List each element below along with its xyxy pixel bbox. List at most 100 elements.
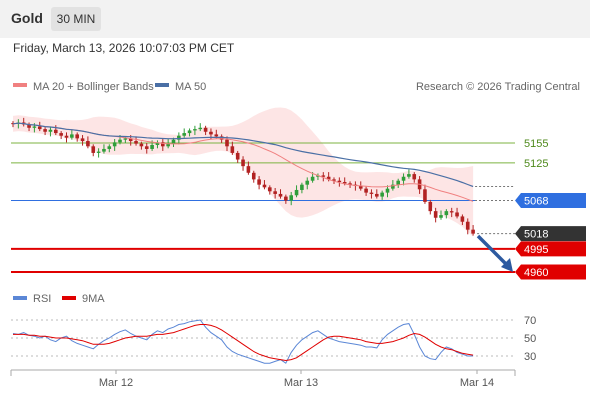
ma50-legend-label: MA 50 [175, 81, 206, 93]
ma9-legend-swatch [62, 296, 76, 300]
candle [75, 134, 79, 139]
candle [369, 192, 374, 194]
candle [294, 189, 299, 196]
candle [118, 139, 122, 143]
level-tag-4995 [515, 241, 586, 257]
candle [246, 166, 251, 173]
research-credit: Research © 2026 Trading Central [416, 81, 580, 93]
candle [177, 135, 181, 140]
candle [471, 229, 475, 234]
chart-header: Gold 30 MIN [0, 0, 590, 38]
candle [193, 129, 197, 131]
chart-timestamp: Friday, March 13, 2026 10:07:03 PM CET [13, 41, 235, 55]
candle [262, 184, 267, 188]
level-label-5018: 5018 [524, 229, 548, 241]
candle [166, 143, 170, 147]
candle [80, 138, 85, 142]
level-label-5068: 5068 [524, 196, 548, 208]
candle [128, 138, 133, 142]
candle [219, 136, 224, 140]
candle [43, 129, 47, 132]
candle [396, 180, 400, 185]
ma20-legend-swatch [13, 83, 27, 87]
candle [449, 211, 454, 213]
candle [198, 127, 203, 130]
time-axis: Mar 12 Mar 13 Mar 14 [10, 369, 516, 389]
candle [444, 211, 449, 216]
candle [257, 179, 261, 185]
candle [70, 134, 74, 138]
candle [465, 221, 470, 230]
candle [161, 142, 165, 147]
projection-arrow [476, 234, 513, 272]
candle [310, 176, 315, 181]
candle [342, 182, 347, 184]
candle [27, 124, 31, 128]
candle [64, 135, 69, 138]
ma20-legend-label: MA 20 + Bollinger Bands [33, 81, 154, 93]
rsi-tick-label-70: 70 [524, 315, 536, 327]
candle [134, 141, 138, 144]
ma50-legend-swatch [155, 83, 169, 87]
candle [412, 174, 417, 180]
candle [230, 146, 235, 153]
price-levels [11, 142, 515, 273]
candle [326, 176, 331, 180]
candle [316, 175, 320, 177]
rsi-line [12, 319, 474, 364]
level-tag-5018 [515, 226, 586, 242]
rsi-tick-label-50: 50 [524, 333, 536, 345]
candle [433, 211, 438, 218]
candle [278, 193, 283, 197]
candle [59, 133, 63, 136]
level-tag-5068 [515, 193, 586, 209]
candle [428, 201, 433, 212]
candle [332, 179, 336, 181]
ma9-line [13, 324, 474, 362]
level-label-5155: 5155 [524, 138, 548, 150]
candle [380, 192, 384, 197]
candle [102, 148, 106, 152]
candle [268, 187, 272, 192]
candle [407, 174, 411, 177]
level-label-4995: 4995 [524, 244, 548, 256]
bollinger-band-area [13, 107, 474, 237]
candle [32, 126, 37, 128]
timeframe-button[interactable]: 30 MIN [51, 7, 101, 31]
candle [203, 127, 208, 132]
level-labels: 5155 5125 5068 5018 4995 4960 [515, 138, 586, 280]
candle [112, 142, 117, 147]
ma50-line [12, 122, 474, 188]
candle [289, 195, 293, 201]
candle [401, 176, 406, 181]
x-tick-label: Mar 14 [460, 377, 494, 389]
rsi-tick-label-30: 30 [524, 351, 536, 363]
candle [96, 151, 101, 153]
candle [139, 143, 144, 147]
candle [300, 184, 304, 190]
candle [155, 142, 160, 145]
candle [123, 138, 128, 140]
candle [337, 180, 342, 183]
candle [214, 134, 219, 137]
rsi-legend-swatch [13, 296, 27, 300]
candle [150, 144, 154, 149]
candle [423, 189, 427, 202]
candle [385, 188, 390, 193]
candle [107, 146, 112, 149]
candle [321, 175, 326, 177]
x-tick-label: Mar 12 [99, 377, 133, 389]
level-label-5125: 5125 [524, 158, 548, 170]
level-label-4960: 4960 [524, 267, 548, 279]
candle [241, 159, 245, 167]
candle [358, 186, 363, 189]
bollinger-band [13, 107, 474, 237]
candle [144, 146, 149, 149]
candle [235, 152, 240, 160]
candle [209, 131, 213, 135]
candle [284, 196, 288, 201]
candle [391, 184, 395, 189]
candle [375, 193, 379, 197]
moving-averages [12, 122, 474, 202]
